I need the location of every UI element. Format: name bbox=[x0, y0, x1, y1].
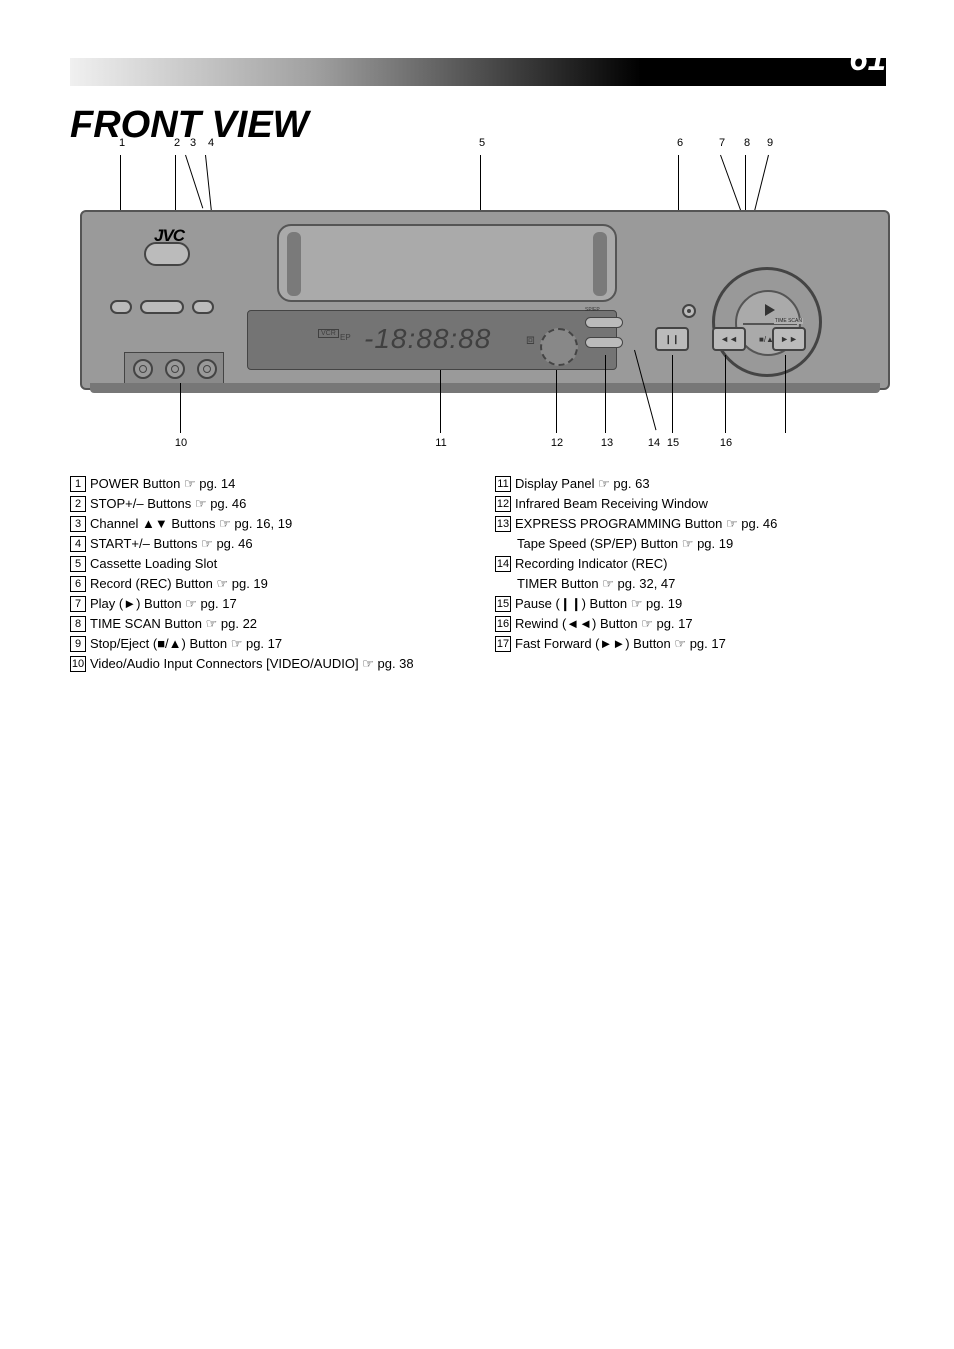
label-item: 6Record (REC) Button ☞ pg. 19 bbox=[70, 575, 490, 593]
callout-number: 3 bbox=[184, 135, 202, 153]
callout-number: 4 bbox=[202, 135, 220, 153]
callout-line bbox=[785, 355, 786, 433]
slot-edge bbox=[287, 232, 301, 296]
cassette-slot bbox=[277, 224, 617, 302]
callout-line bbox=[605, 355, 606, 433]
rewind-button: ◄◄ bbox=[712, 327, 746, 351]
callout-line bbox=[185, 155, 203, 209]
label-item: 11Display Panel ☞ pg. 63 bbox=[495, 475, 895, 493]
small-button-1 bbox=[110, 300, 132, 314]
label-item: 10Video/Audio Input Connectors [VIDEO/AU… bbox=[70, 655, 490, 673]
label-item: 12Infrared Beam Receiving Window bbox=[495, 495, 895, 513]
timescan-label: TIME SCAN bbox=[774, 318, 803, 324]
display-digits: -18:88:88 bbox=[364, 323, 491, 355]
callout-number: 16 bbox=[717, 435, 735, 453]
label-item: 13EXPRESS PROGRAMMING Button ☞ pg. 46 bbox=[495, 515, 895, 533]
callout-number: 8 bbox=[738, 135, 756, 153]
callout-number: 12 bbox=[548, 435, 566, 453]
label-item: 3Channel ▲▼ Buttons ☞ pg. 16, 19 bbox=[70, 515, 490, 533]
rec-button bbox=[682, 304, 696, 318]
label-item: 7Play (►) Button ☞ pg. 17 bbox=[70, 595, 490, 613]
play-icon bbox=[765, 304, 775, 316]
label-item: 8TIME SCAN Button ☞ pg. 22 bbox=[70, 615, 490, 633]
label-item: 17Fast Forward (►►) Button ☞ pg. 17 bbox=[495, 635, 895, 653]
label-item: 5Cassette Loading Slot bbox=[70, 555, 490, 573]
callout-number: 13 bbox=[598, 435, 616, 453]
callout-number: 1 bbox=[113, 135, 131, 153]
callout-line bbox=[556, 370, 557, 433]
pause-button: ❙❙ bbox=[655, 327, 689, 351]
jog-dial: TIME SCAN ■/▲ bbox=[712, 267, 822, 377]
timer-button bbox=[585, 337, 623, 348]
label-item: 1POWER Button ☞ pg. 14 bbox=[70, 475, 490, 493]
av-input-connectors bbox=[124, 352, 224, 384]
slot-edge bbox=[593, 232, 607, 296]
label-item: 9Stop/Eject (■/▲) Button ☞ pg. 17 bbox=[70, 635, 490, 653]
channel-buttons bbox=[140, 300, 184, 314]
callout-line bbox=[725, 355, 726, 433]
ir-sensor bbox=[540, 328, 578, 366]
vcr-base bbox=[90, 383, 880, 393]
callout-number: 9 bbox=[761, 135, 779, 153]
label-item: 2STOP+/– Buttons ☞ pg. 46 bbox=[70, 495, 490, 513]
callout-line bbox=[180, 383, 181, 433]
callout-number: 11 bbox=[432, 435, 450, 453]
ff-button: ►► bbox=[772, 327, 806, 351]
label-item: 4START+/– Buttons ☞ pg. 46 bbox=[70, 535, 490, 553]
small-button-4 bbox=[192, 300, 214, 314]
callout-number: 15 bbox=[664, 435, 682, 453]
label-item: 16Rewind (◄◄) Button ☞ pg. 17 bbox=[495, 615, 895, 633]
label-item-secondary: Tape Speed (SP/EP) Button ☞ pg. 19 bbox=[495, 535, 895, 553]
callout-number: 10 bbox=[172, 435, 190, 453]
callout-number: 5 bbox=[473, 135, 491, 153]
page-number: 61 bbox=[849, 40, 886, 78]
vcr-body: JVC EP VCR -18:88:88 ⧈ SP/EP TIME SCAN ■… bbox=[80, 210, 890, 390]
header-gradient-bar bbox=[70, 58, 886, 86]
display-vcr: VCR bbox=[318, 329, 339, 338]
label-item: 14Recording Indicator (REC) bbox=[495, 555, 895, 573]
callout-number: 14 bbox=[645, 435, 663, 453]
callout-number: 6 bbox=[671, 135, 689, 153]
callout-line bbox=[672, 355, 673, 433]
callout-line bbox=[440, 370, 441, 433]
display-ep: EP bbox=[340, 333, 351, 342]
label-item: 15Pause (❙❙) Button ☞ pg. 19 bbox=[495, 595, 895, 613]
vcr-diagram: 1 2 3 4 5 6 7 8 9 JVC EP VCR -18:88:88 ⧈… bbox=[80, 155, 890, 395]
label-item-secondary: TIMER Button ☞ pg. 32, 47 bbox=[495, 575, 895, 593]
power-button bbox=[144, 242, 190, 266]
callout-number: 7 bbox=[713, 135, 731, 153]
express-prog-button bbox=[585, 317, 623, 328]
